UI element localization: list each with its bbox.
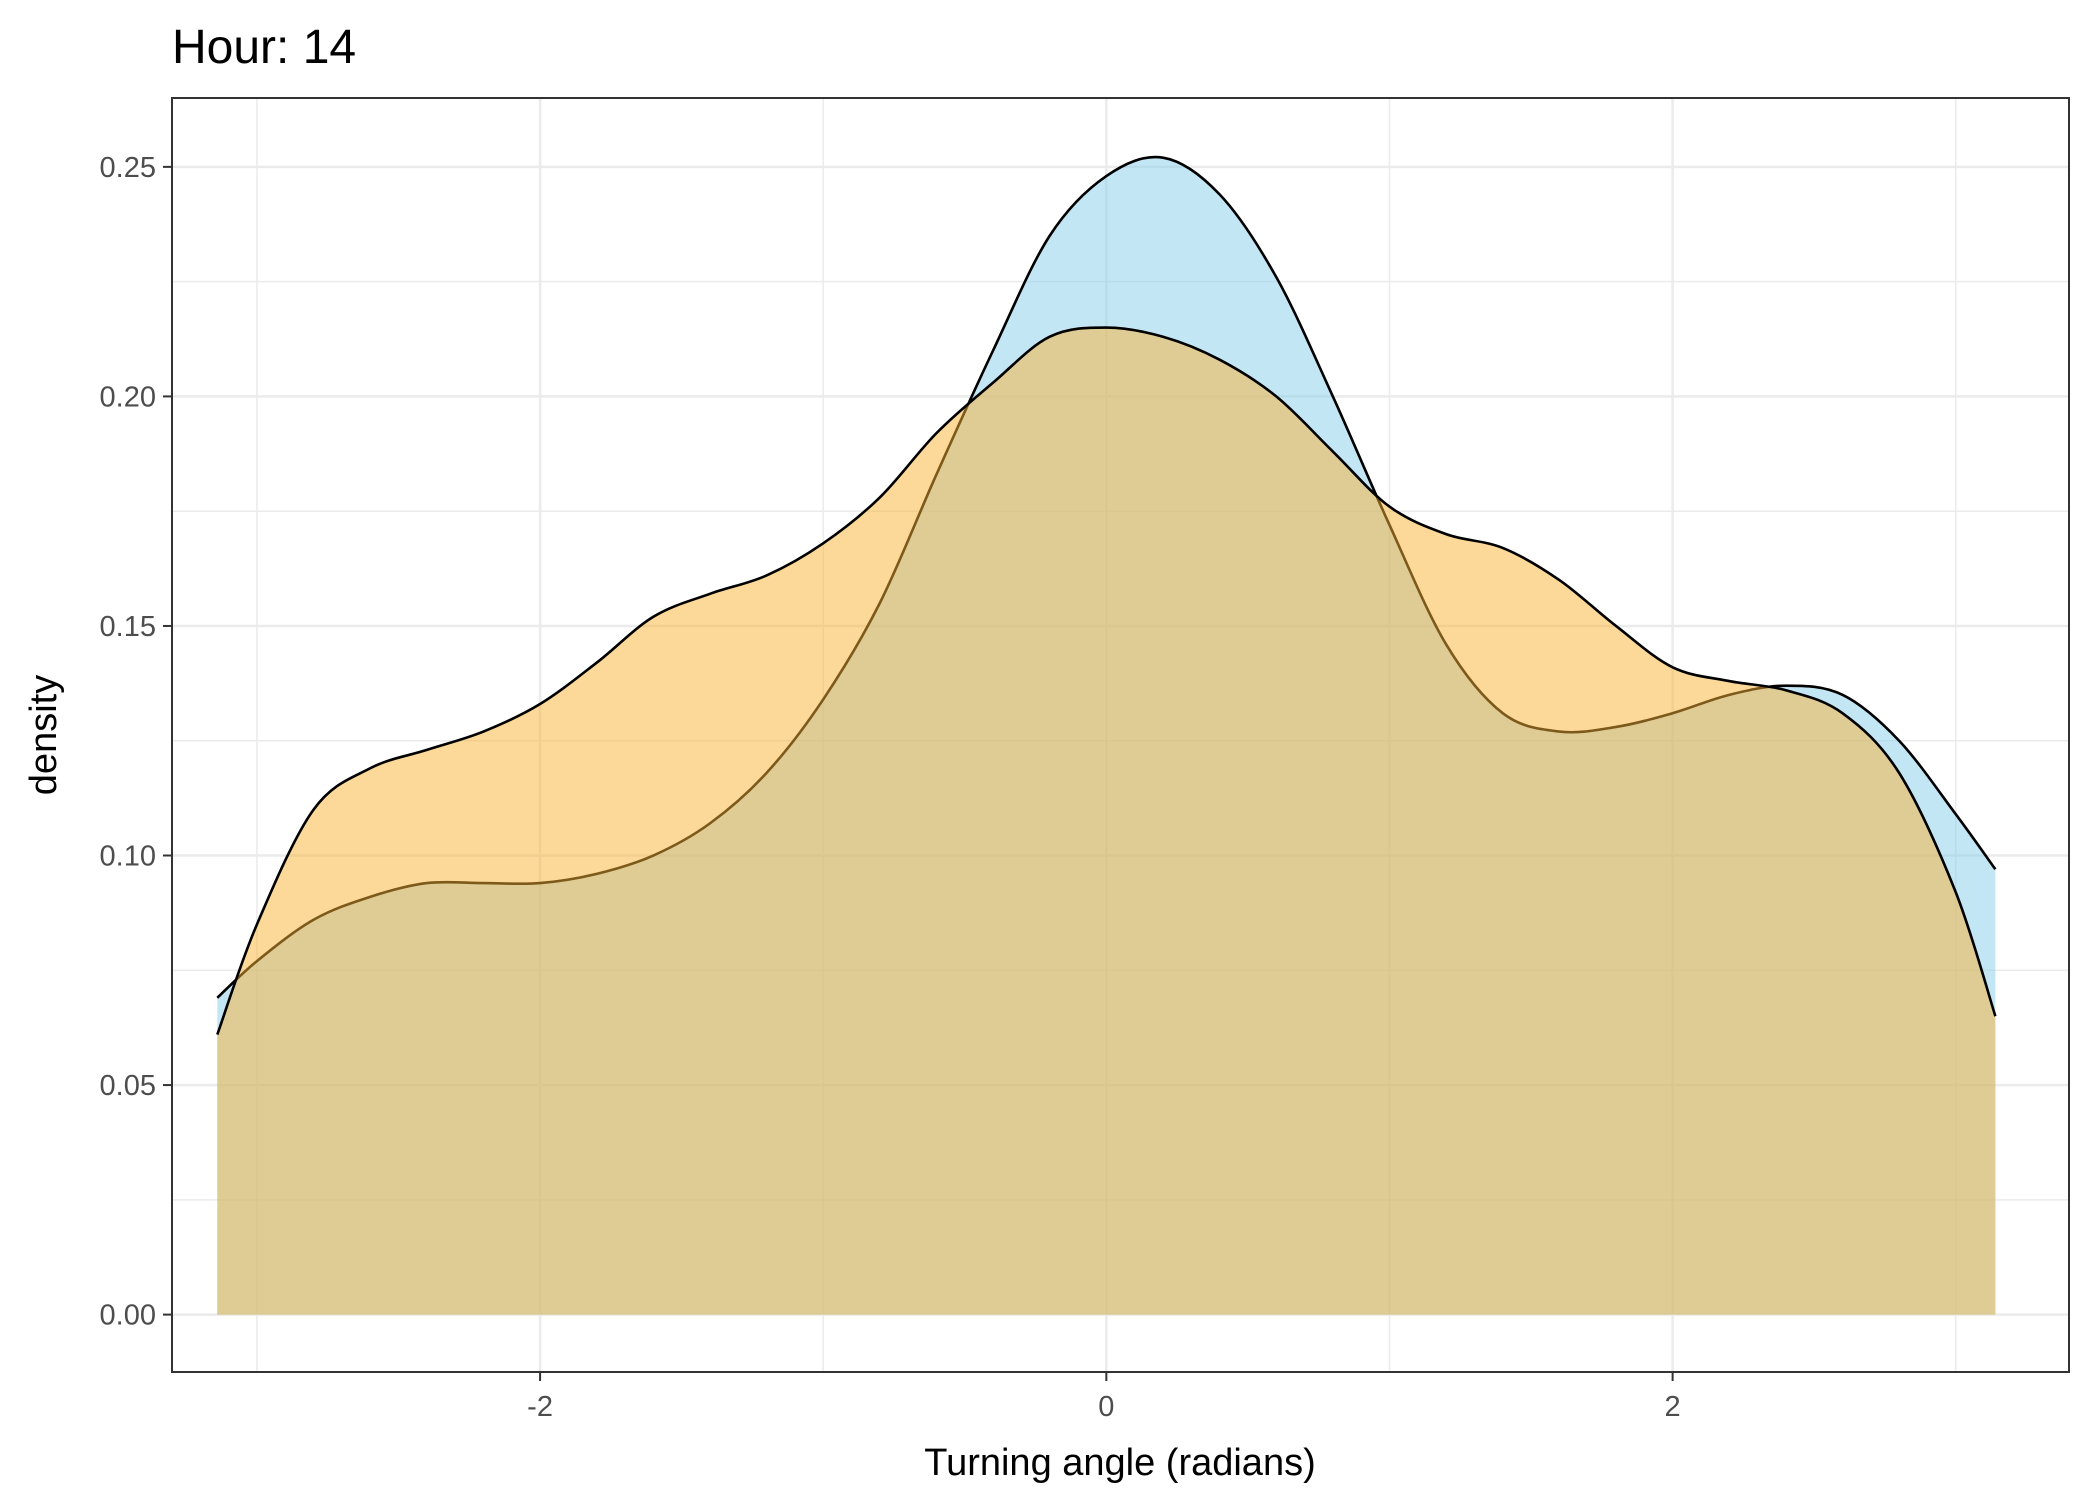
x-tick-label: 2	[1665, 1391, 1681, 1423]
y-tick-label: 0.00	[100, 1300, 156, 1332]
y-tick-label: 0.10	[100, 841, 156, 873]
density-line-series-2	[216, 326, 1997, 1036]
tick-layer: -2 0 2 0.00 0.05 0.10 0.15 0.20 0.25	[100, 152, 1681, 1423]
series-layer	[216, 155, 1997, 1315]
x-tick-label: -2	[527, 1391, 553, 1423]
y-tick-label: 0.15	[100, 611, 156, 643]
plot-panel-border	[171, 97, 2070, 1373]
y-tick-label: 0.20	[100, 381, 156, 413]
y-tick-label: 0.25	[100, 152, 156, 184]
plot-title: Hour: 14	[172, 21, 356, 74]
x-tick-label: 0	[1098, 1391, 1114, 1423]
y-axis-title: density	[23, 675, 65, 795]
x-axis-title: Turning angle (radians)	[924, 1442, 1315, 1484]
y-tick-label: 0.05	[100, 1070, 156, 1102]
